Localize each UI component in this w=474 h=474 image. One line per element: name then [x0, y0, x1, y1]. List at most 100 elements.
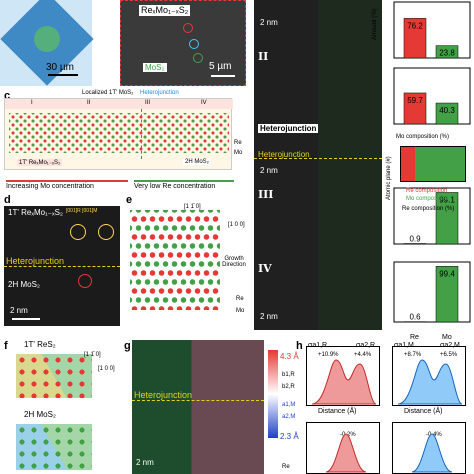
h-val-4: +6.5% [440, 352, 458, 358]
bar-ylabel: Amount (%) [372, 8, 378, 40]
label-c: c [4, 90, 11, 102]
cat-mo: Mo [442, 334, 452, 341]
bar-xlabel: Mo composition (%) [396, 134, 450, 140]
label-d: d [4, 194, 11, 206]
f-dir2: [1 0 0] [98, 366, 115, 372]
e-dir1: [1 1̄ 0] [184, 204, 201, 210]
panel-d-stem: 1T' ReₓMo₁₋ₓS₂ [001]R [001]M Heterojunct… [4, 206, 120, 326]
scale-bar-zoom [211, 75, 235, 77]
g-cbar-bottom: 2.3 Å [280, 432, 299, 441]
left-phase-c: 1T' ReₓMo₁₋ₓS₂ [17, 159, 63, 166]
h-peak-blue-2 [411, 433, 453, 473]
h-val-2: +4.4% [354, 352, 372, 358]
bar-1-re [403, 92, 427, 125]
legend-re-c: Re [234, 140, 242, 146]
g-colorbar [268, 350, 278, 438]
label-f: f [4, 340, 8, 352]
roman-II: II [258, 50, 269, 63]
right-phase-c: 2H MoS₂ [183, 159, 212, 165]
f-lattice-bottom [16, 424, 92, 470]
h-peak-red-1 [311, 359, 377, 405]
d-scale: 2 nm [10, 306, 28, 315]
d-fft: [001]R [001]M [66, 208, 98, 214]
panel-g-stem: Heterojunction 2 nm [132, 340, 264, 474]
zone-II: II [87, 100, 91, 106]
bar-label-1-1: 40.3 [439, 106, 455, 115]
arrow-red-text: Increasing Mo concentration [6, 183, 94, 190]
d-hetero: Heterojunction [6, 256, 65, 266]
profile-xlabel: Re composition (%) [402, 206, 455, 212]
h-peak-red-2 [325, 433, 367, 473]
h-xlabel-2: Distance (Å) [404, 408, 443, 415]
d-bottom: 2H MoS₂ [8, 280, 41, 289]
legend-re-e: Re [236, 296, 244, 302]
profile-ylabel: Atomic plane (#) [386, 156, 392, 200]
g-cbar-a2: a2,M [282, 414, 296, 420]
arrow-green-text: Very low Re concentration [134, 183, 216, 190]
profile-legend-mo: Mo composition [406, 196, 449, 202]
arrow-red [6, 180, 128, 182]
d-hetero-line [4, 266, 120, 267]
d-circle-bot [78, 274, 92, 288]
h-val-1: +10.9% [318, 352, 339, 358]
bar-chart-frame-3 [393, 261, 471, 323]
bar-label-1-0: 59.7 [407, 96, 423, 105]
label-g: g [124, 340, 131, 352]
marker-IV [193, 53, 203, 63]
bar-charts-svg: 76.2 23.8 59.7 40.3 0.9 99.1 0.6 99.4 [393, 1, 471, 323]
bar-1-mo [435, 102, 459, 125]
g-hetero-line [132, 400, 264, 401]
bar-label-3-0: 0.6 [409, 313, 421, 322]
g-cbar-top: 4.3 Å [280, 352, 299, 361]
stem-scale-bot: 2 nm [260, 312, 278, 321]
bar-label-0-0: 76.2 [407, 21, 423, 30]
bar-2-mo [435, 192, 459, 245]
h-ann-4: σa2,M [440, 342, 460, 349]
zoom-formula: ReₓMo₁₋ₓS₂ [139, 5, 191, 16]
bar-0-re [403, 18, 427, 59]
bar-label-3-1: 99.4 [439, 269, 455, 278]
h-peaks-svg [311, 359, 463, 473]
profile-legend-re: Re composition [406, 188, 448, 194]
stem-scale-top: 2 nm [260, 18, 278, 27]
d-scale-bar [12, 318, 40, 320]
zone-IV: IV [201, 100, 207, 106]
scale-bar [48, 74, 78, 76]
e-growth: Growth Direction [222, 256, 246, 268]
h-val-3: +8.7% [404, 352, 422, 358]
stem-hetero-line [254, 158, 382, 159]
h-ann-1: σa1,R [308, 342, 328, 349]
panel-c-lattice: I II III IV 1T' ReₓMo₁₋ₓS₂ 2H MoS₂ [4, 98, 233, 170]
bar-0-mo [435, 45, 459, 59]
h-peak-blue-1 [397, 359, 463, 405]
f-dir1: [1 1̄ 0] [84, 352, 101, 358]
mos2-label: MoS₂ [143, 63, 167, 72]
f-lattice-top [16, 354, 92, 398]
cat-re: Re [410, 334, 419, 341]
roman-IV: IV [258, 262, 272, 275]
g-cbar-b1: b1,R [282, 372, 295, 378]
hetero-label-c: Heterojunction [140, 90, 179, 96]
stem-scale-mid: 2 nm [260, 166, 278, 175]
localized-label: Localized 1T' MoS₂ [82, 90, 134, 96]
bar-label-0-1: 23.8 [439, 49, 455, 58]
panel-a-optical: 30 µm [0, 0, 94, 86]
marker-I [183, 23, 193, 33]
h-ann-2: σa2,R [356, 342, 376, 349]
zone-III: III [145, 100, 151, 106]
h-ann-3: σa1,M [394, 342, 414, 349]
arrow-green [134, 180, 234, 182]
f-bottom: 2H MoS₂ [24, 410, 57, 419]
bar-3-mo [435, 266, 459, 323]
stem-hetero-tag: Heterojunction [258, 150, 310, 159]
scale-30um: 30 µm [46, 62, 74, 73]
g-scale: 2 nm [136, 458, 154, 467]
stem-column: 2 nm II Heterojunction Heterojunction 2 … [254, 0, 382, 330]
label-e: e [126, 194, 133, 206]
legend-mo-c: Mo [234, 150, 243, 156]
h-xlabel-1: Distance (Å) [318, 408, 357, 415]
profile-plot [400, 146, 466, 182]
scale-5um: 5 µm [209, 61, 232, 72]
boundary [141, 109, 142, 159]
label-h: h [296, 340, 303, 352]
